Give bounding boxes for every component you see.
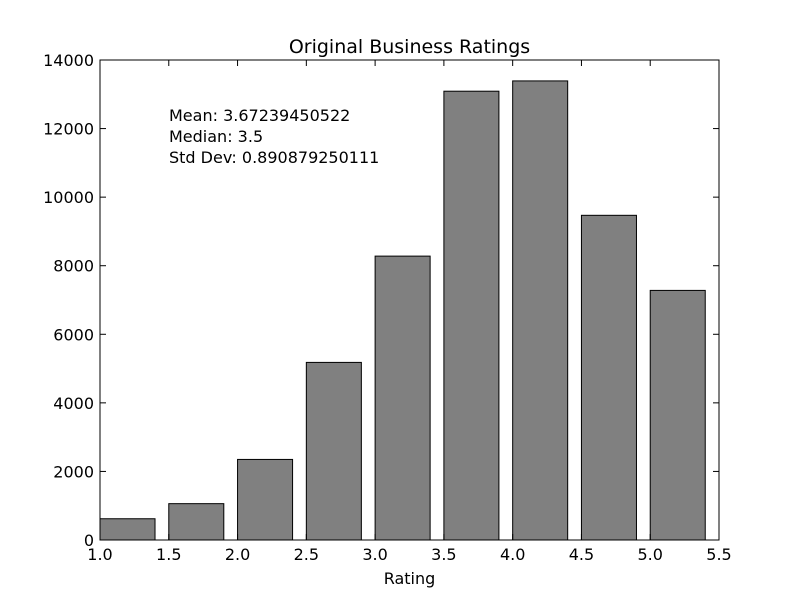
stats-mean: Mean: 3.67239450522	[169, 106, 350, 125]
x-tick-label: 2.5	[294, 545, 319, 564]
bar-6	[443, 90, 500, 541]
x-tick-label: 2.0	[225, 545, 250, 564]
y-tick-label: 8000	[53, 257, 94, 276]
x-tick-label: 3.5	[431, 545, 456, 564]
y-tick-label: 0	[84, 531, 94, 550]
y-tick-label: 10000	[43, 188, 94, 207]
x-tick-label: 1.0	[87, 545, 112, 564]
x-tick-label: 1.5	[156, 545, 181, 564]
x-tick-label: 5.5	[706, 545, 731, 564]
bar-3	[237, 458, 294, 541]
y-tick-label: 14000	[43, 51, 94, 70]
x-tick-label: 4.5	[569, 545, 594, 564]
bar-5	[374, 255, 431, 541]
y-tick-label: 4000	[53, 394, 94, 413]
bar-1	[99, 518, 156, 541]
bar-2	[168, 503, 225, 541]
bar-4	[305, 361, 362, 541]
stats-stddev: Std Dev: 0.890879250111	[169, 148, 379, 167]
bar-8	[580, 214, 637, 541]
x-tick-label: 4.0	[500, 545, 525, 564]
x-tick-label: 5.0	[637, 545, 662, 564]
x-axis-label: Rating	[384, 569, 436, 588]
bars-layer	[99, 80, 706, 541]
bar-7	[512, 80, 569, 541]
y-tick-label: 12000	[43, 120, 94, 139]
ticks-layer: 1.0 1.5 2.0 2.5 3.0 3.5 4.0 4.5 5.0 5.5 0 2000 4000 6…	[43, 51, 732, 564]
stats-median: Median: 3.5	[169, 127, 263, 146]
plot-area-frame	[99, 59, 720, 541]
bar-9	[649, 289, 706, 541]
y-tick-label: 2000	[53, 462, 94, 481]
x-tick-label: 3.0	[362, 545, 387, 564]
y-tick-label: 6000	[53, 325, 94, 344]
chart-title: Original Business Ratings	[289, 36, 530, 58]
